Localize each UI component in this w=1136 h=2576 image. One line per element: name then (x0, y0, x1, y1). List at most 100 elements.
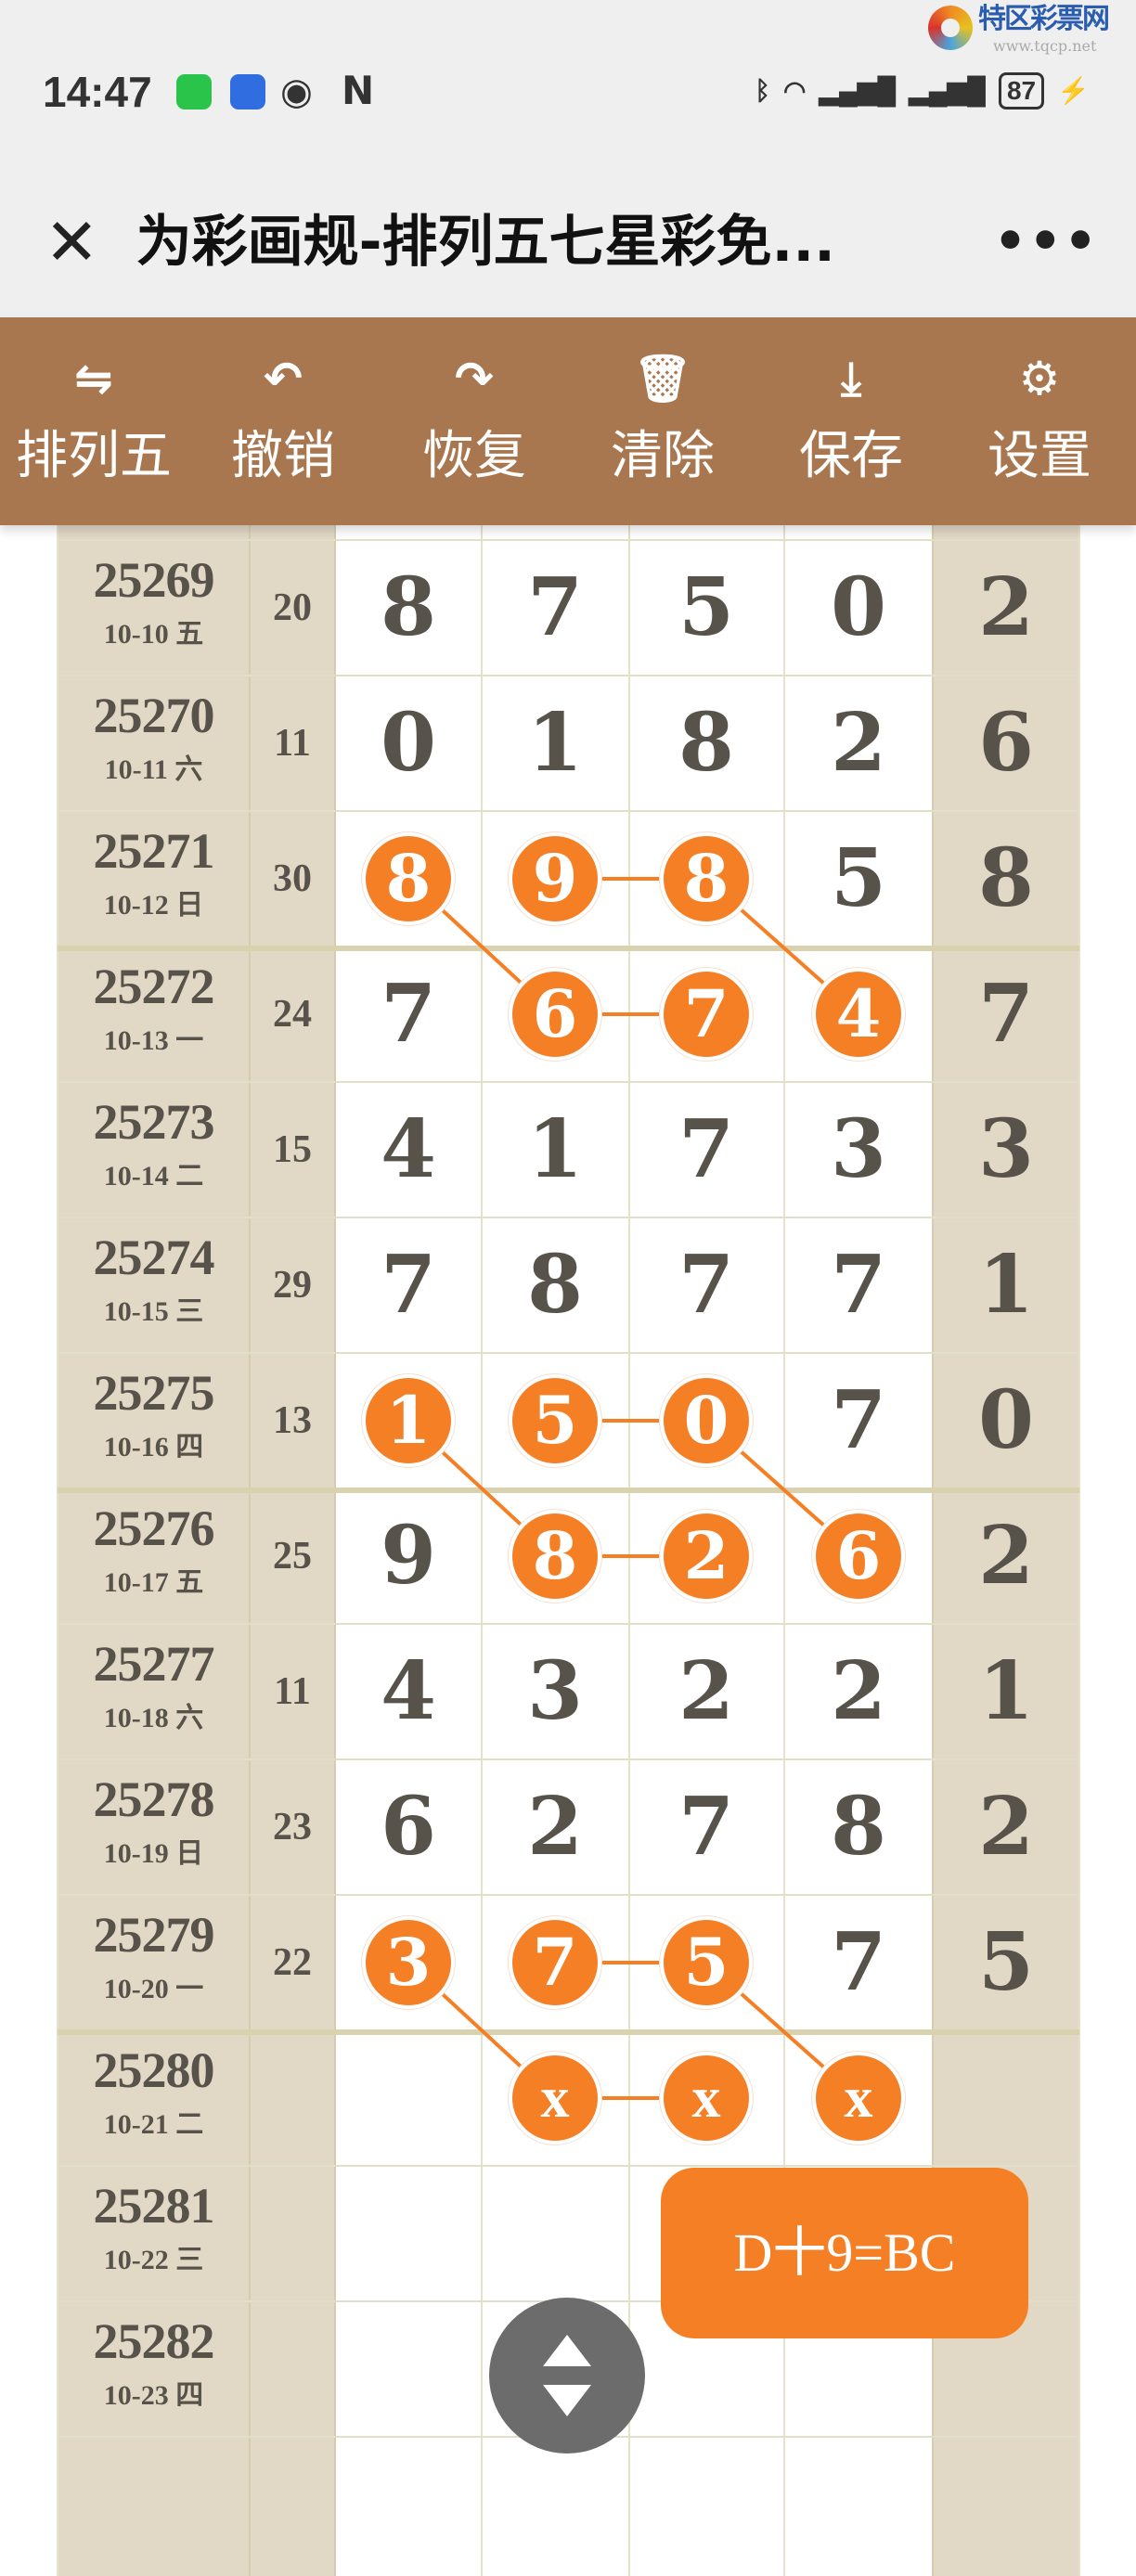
grid-line (932, 525, 934, 2576)
marked-digit[interactable]: x (664, 2055, 749, 2141)
close-button[interactable]: ✕ (45, 204, 99, 280)
bluetooth-icon: ᛒ (755, 76, 771, 105)
row-divider (58, 946, 1079, 951)
digit-cell[interactable]: 7 (831, 1238, 886, 1332)
marked-digit[interactable]: x (512, 2055, 598, 2141)
wifi-icon: ◠ (783, 76, 807, 105)
scroll-toggle-button[interactable] (489, 2298, 645, 2454)
download-icon: ⤓ (840, 352, 862, 406)
marked-digit[interactable]: 7 (664, 972, 749, 1057)
row-divider (58, 1894, 1079, 1896)
digit-cell[interactable]: 9 (381, 1509, 436, 1603)
marked-digit[interactable]: 8 (512, 1513, 598, 1599)
digit-cell[interactable]: 7 (678, 1238, 734, 1332)
status-icons: ᛒ ◠ ▂▄▆█ ▂▄▆█ 87 ⚡ (755, 72, 1090, 109)
marked-digit[interactable]: 9 (512, 836, 598, 921)
clock: 14:47 (43, 68, 152, 116)
formula-button[interactable]: D十9=BC (661, 2168, 1028, 2338)
digit-cell[interactable]: 5 (678, 560, 734, 654)
toolbar-button-4[interactable]: ⤓ 保存 (758, 317, 944, 525)
toolbar-label: 撤销 (231, 426, 335, 486)
marked-digit[interactable]: 2 (664, 1513, 749, 1599)
digit-cell[interactable]: 3 (527, 1644, 583, 1738)
digit-cell[interactable]: 8 (678, 696, 734, 790)
issue-number: 25269 (93, 552, 215, 608)
draw-date: 10-14 二 (103, 1161, 204, 1191)
draw-date: 10-20 一 (103, 1974, 204, 2004)
draw-date: 10-18 六 (103, 1703, 204, 1733)
toolbar-button-1[interactable]: ↶ 撤销 (190, 317, 376, 525)
draw-date: 10-11 六 (104, 754, 203, 785)
marked-digit[interactable]: 5 (664, 1920, 749, 2005)
digit-cell[interactable]: 5 (831, 831, 886, 925)
issue-number: 25282 (93, 2313, 215, 2369)
draw-date: 10-23 四 (103, 2380, 204, 2411)
draw-date: 10-17 五 (103, 1567, 204, 1598)
lottery-chart-grid[interactable]: 25269 10-10 五 20 8 7 5 0 2 25270 10-11 六 11 0 1 8 2 6 25… (0, 525, 1136, 2576)
issue-number: 25276 (93, 1501, 215, 1556)
wechat-icon (176, 74, 212, 109)
marked-digit[interactable]: 8 (664, 836, 749, 921)
grid-line (1078, 525, 1080, 2576)
digit-cell[interactable]: 7 (527, 560, 583, 654)
toolbar-button-0[interactable]: ⇋ 排列五 (1, 317, 187, 525)
charging-icon: ⚡ (1057, 76, 1090, 105)
digit-cell[interactable]: 8 (831, 1780, 886, 1874)
toolbar-button-3[interactable]: 🗑 清除 (570, 317, 755, 525)
digit-cell[interactable]: 4 (381, 1102, 436, 1196)
draw-date: 10-10 五 (103, 619, 204, 650)
digit-cell[interactable]: 0 (831, 560, 886, 654)
digit-cell[interactable]: 2 (831, 696, 886, 790)
digit-cell[interactable]: 8 (381, 560, 436, 654)
extra-digit: 8 (978, 831, 1034, 925)
extra-digit: 0 (978, 1373, 1034, 1467)
row-divider (58, 2029, 1079, 2035)
digit-cell[interactable]: 1 (527, 1102, 583, 1196)
digit-cell[interactable]: 2 (527, 1780, 583, 1874)
marked-digit[interactable]: 6 (816, 1513, 901, 1599)
marked-digit[interactable]: 0 (664, 1378, 749, 1463)
row-divider (58, 1488, 1079, 1493)
toolbar-button-2[interactable]: ↷ 恢复 (381, 317, 567, 525)
digit-sum: 25 (273, 1535, 312, 1578)
digit-cell[interactable]: 7 (831, 1373, 886, 1467)
digit-cell[interactable]: 3 (831, 1102, 886, 1196)
digit-cell[interactable]: 0 (381, 696, 436, 790)
digit-cell[interactable]: 6 (381, 1780, 436, 1874)
grid-line (57, 525, 58, 2576)
digit-cell[interactable]: 7 (381, 967, 436, 1061)
digit-cell[interactable]: 2 (678, 1644, 734, 1738)
digit-cell[interactable]: 1 (527, 696, 583, 790)
digit-cell[interactable]: 8 (527, 1238, 583, 1332)
digit-cell[interactable]: 7 (678, 1102, 734, 1196)
more-menu-button[interactable]: ••• (993, 212, 1099, 272)
row-divider (58, 1217, 1079, 1218)
undo-icon: ↶ (264, 352, 303, 406)
marked-digit[interactable]: 6 (512, 972, 598, 1057)
arrow-down-icon (543, 2385, 591, 2416)
toolbar-button-5[interactable]: ⚙ 设置 (947, 317, 1132, 525)
marked-digit[interactable]: 3 (366, 1920, 451, 2005)
marked-digit[interactable]: x (816, 2055, 901, 2141)
digit-cell[interactable]: 7 (678, 1780, 734, 1874)
extra-digit: 1 (978, 1644, 1034, 1738)
marked-digit[interactable]: 5 (512, 1378, 598, 1463)
issue-number: 25278 (93, 1771, 215, 1827)
swap-icon: ⇋ (74, 352, 113, 406)
marked-digit[interactable]: 1 (366, 1378, 451, 1463)
extra-digit: 2 (978, 1509, 1034, 1603)
marked-digit[interactable]: 8 (366, 836, 451, 921)
digit-cell[interactable]: 7 (831, 1915, 886, 2009)
grid-line (249, 525, 251, 2576)
digit-sum: 30 (273, 857, 312, 900)
battery-indicator: 87 (998, 72, 1045, 109)
marked-digit[interactable]: 4 (816, 972, 901, 1057)
column-background (250, 525, 335, 2576)
extra-digit: 7 (978, 967, 1034, 1061)
digit-cell[interactable]: 4 (381, 1644, 436, 1738)
logo-icon (928, 6, 973, 50)
marked-digit[interactable]: 7 (512, 1920, 598, 2005)
grid-line (334, 525, 336, 2576)
digit-cell[interactable]: 7 (381, 1238, 436, 1332)
digit-cell[interactable]: 2 (831, 1644, 886, 1738)
